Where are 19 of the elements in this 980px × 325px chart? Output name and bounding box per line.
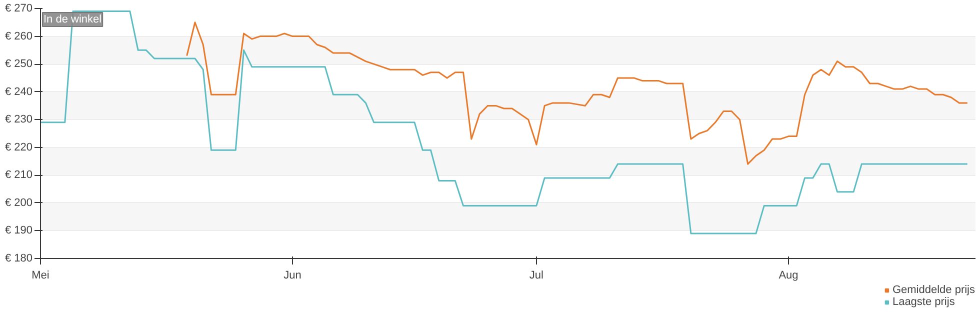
y-tick-label: € 270 <box>4 2 33 14</box>
y-tick-label: € 250 <box>4 58 33 70</box>
line-series <box>186 22 968 165</box>
x-tick-label: Aug <box>778 270 798 282</box>
annotation: In de winkel <box>44 14 102 26</box>
legend-label: Laagste prijs <box>892 296 955 308</box>
x-tick-label: Mei <box>32 270 50 282</box>
y-tick-label: € 260 <box>4 30 33 42</box>
legend-label: Gemiddelde prijs <box>892 284 975 296</box>
x-tick-label: Jul <box>529 270 544 282</box>
y-tick-label: € 240 <box>4 86 33 98</box>
y-tick-label: € 230 <box>4 114 33 126</box>
y-tick-label: € 220 <box>4 141 33 154</box>
x-tick-label: Jun <box>284 270 302 282</box>
y-tick-label: € 180 <box>4 252 33 264</box>
y-tick-label: € 200 <box>4 196 33 209</box>
y-tick-label: € 210 <box>4 169 33 182</box>
y-tick-label: € 190 <box>4 224 33 237</box>
line-series <box>40 10 968 234</box>
